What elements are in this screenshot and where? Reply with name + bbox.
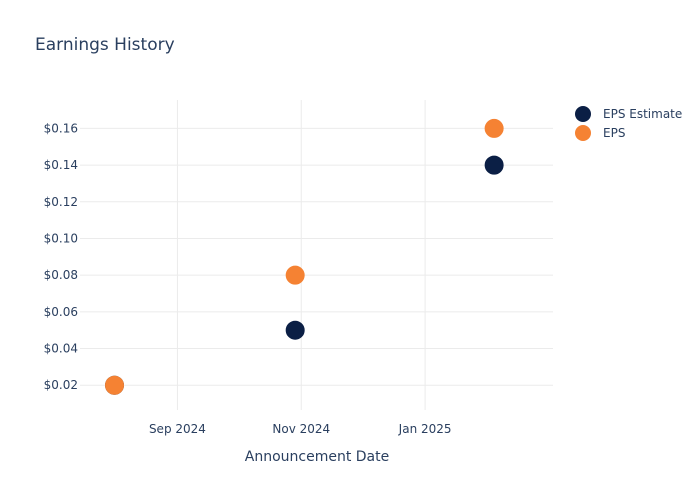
y-tick-label: $0.02 xyxy=(44,378,78,392)
eps-point[interactable] xyxy=(285,265,305,285)
y-tick-label: $0.12 xyxy=(44,195,78,209)
y-tick-label: $0.14 xyxy=(44,158,78,172)
legend-item-eps[interactable]: EPS xyxy=(575,125,625,141)
data-points xyxy=(105,118,504,395)
eps-point[interactable] xyxy=(484,118,504,138)
x-axis-title: Announcement Date xyxy=(245,449,389,465)
x-tick-label: Jan 2025 xyxy=(398,422,452,436)
x-tick-label: Sep 2024 xyxy=(149,422,206,436)
y-tick-label: $0.06 xyxy=(44,305,78,319)
y-tick-label: $0.10 xyxy=(44,231,78,245)
y-tick-label: $0.08 xyxy=(44,268,78,282)
legend-marker xyxy=(575,106,591,122)
legend-label: EPS Estimate xyxy=(603,107,682,121)
eps-point[interactable] xyxy=(105,375,125,395)
grid-layer xyxy=(80,100,553,410)
legend[interactable]: EPS Estimate EPS xyxy=(575,106,682,141)
legend-marker xyxy=(575,125,591,141)
x-tick-label: Nov 2024 xyxy=(272,422,330,436)
x-axis-ticks: Sep 2024 Nov 2024 Jan 2025 xyxy=(149,422,452,436)
eps-estimate-point[interactable] xyxy=(484,155,504,175)
legend-label: EPS xyxy=(603,126,625,140)
y-tick-label: $0.04 xyxy=(44,342,78,356)
y-tick-label: $0.16 xyxy=(44,121,78,135)
chart-title: Earnings History xyxy=(35,35,175,55)
legend-item-eps-estimate[interactable]: EPS Estimate xyxy=(575,106,682,122)
y-axis-ticks: $0.02 $0.04 $0.06 $0.08 $0.10 $0.12 $0.14 $0.16 xyxy=(44,121,78,392)
eps-estimate-point[interactable] xyxy=(285,320,305,340)
